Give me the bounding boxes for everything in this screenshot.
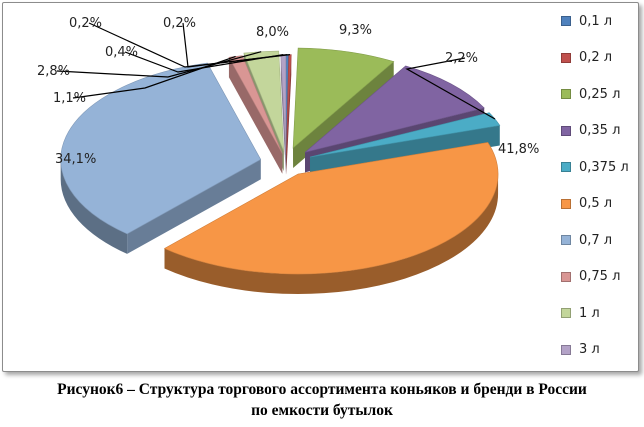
legend-item-5: 0,375 л <box>561 157 629 177</box>
legend-swatch-4 <box>561 125 571 136</box>
legend-swatch-5 <box>561 162 571 172</box>
legend-item-10: 3 л <box>561 340 600 360</box>
legend-swatch-2 <box>561 52 571 63</box>
legend-label-2: 0,2 л <box>579 50 613 65</box>
data-label-10: 0,4% <box>105 45 138 60</box>
legend-label-1: 0,1 л <box>579 13 613 29</box>
data-label-6: 41,8% <box>498 142 539 157</box>
data-label-5: 2,2% <box>445 51 478 66</box>
leader-line-10 <box>124 51 284 73</box>
legend-label-9: 1 л <box>579 305 600 321</box>
legend-item-6: 0,5 л <box>561 194 612 214</box>
leader-line-9 <box>56 51 262 78</box>
data-label-1: 0,2% <box>163 16 196 31</box>
legend-label-10: 3 л <box>579 342 600 357</box>
data-label-2: 0,2% <box>69 16 102 31</box>
legend-label-4: 0,35 л <box>579 123 621 138</box>
data-label-9: 2,8% <box>37 64 70 79</box>
legend-label-7: 0,7 л <box>579 232 613 248</box>
legend-swatch-3 <box>561 89 571 99</box>
legend-label-6: 0,5 л <box>579 196 613 211</box>
caption-line-2: по емкости бутылок <box>251 402 393 419</box>
data-label-7: 34,1% <box>55 152 96 167</box>
figure-caption: Рисунок6 – Структура торгового ассортиме… <box>0 379 644 421</box>
leader-line-5 <box>405 57 496 120</box>
data-label-8: 1,1% <box>53 91 86 106</box>
legend-swatch-1 <box>561 16 571 26</box>
legend-item-9: 1 л <box>561 303 600 323</box>
legend-item-8: 0,75 л <box>561 267 620 287</box>
legend-swatch-10 <box>561 344 571 355</box>
legend-item-3: 0,25 л <box>561 84 620 104</box>
legend-item-7: 0,7 л <box>561 230 612 250</box>
legend-label-8: 0,75 л <box>579 269 621 284</box>
legend-label-3: 0,25 л <box>579 86 621 102</box>
caption-line-1: Рисунок6 – Структура торгового ассортиме… <box>57 381 587 398</box>
legend-swatch-7 <box>561 235 571 245</box>
pie-slice-7 <box>60 62 262 254</box>
legend-item-4: 0,35 л <box>561 121 620 141</box>
pie-slice-8 <box>228 55 283 174</box>
pie-chart: 0,2% 0,2% 8,0% 9,3% 2,2% 41,8% 34,1% 1,1% 2,8% 0,… <box>37 16 539 295</box>
data-label-4: 9,3% <box>339 23 372 38</box>
chart-frame: 0,2% 0,2% 8,0% 9,3% 2,2% 41,8% 34,1% 1,1% 2,8% 0,… <box>2 2 639 372</box>
legend-swatch-9 <box>561 308 571 318</box>
pie-slice-6 <box>163 142 499 295</box>
legend-swatch-8 <box>561 271 571 282</box>
legend-item-2: 0,2 л <box>561 48 612 68</box>
legend-label-5: 0,375 л <box>579 159 629 175</box>
data-label-3: 8,0% <box>256 25 289 40</box>
legend-item-1: 0,1 л <box>561 11 612 31</box>
legend-swatch-6 <box>561 198 571 209</box>
